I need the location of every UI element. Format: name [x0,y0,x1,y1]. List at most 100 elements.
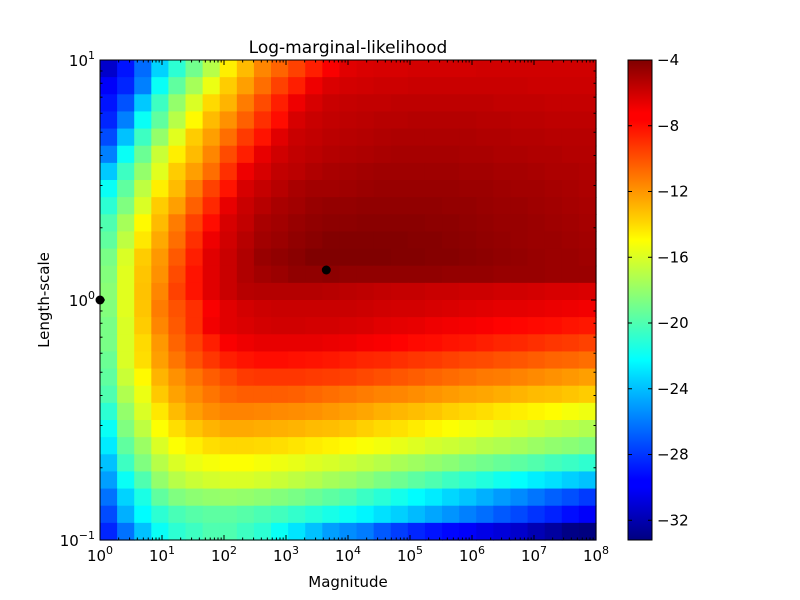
heatmap-cell [561,471,580,490]
heatmap-cell [373,145,392,164]
heatmap-cell [236,128,255,147]
heatmap-cell [424,248,443,267]
heatmap-cell [117,385,135,404]
heatmap-cell [527,197,546,215]
heatmap-cell [202,248,221,267]
heatmap-cell [442,471,460,490]
heatmap-cell [442,300,460,318]
heatmap-cell [527,265,546,284]
heatmap-cell [510,437,529,455]
heatmap-cell [544,197,563,215]
heatmap-cell [134,505,152,524]
heatmap-cell [493,162,512,181]
heatmap-cell [151,248,170,267]
heatmap-cell [100,180,118,198]
heatmap-cell [544,402,563,421]
heatmap-cell [510,505,529,524]
heatmap-cell [476,180,494,198]
heatmap-cell [356,265,375,284]
heatmap-cell [544,94,563,113]
heatmap-cell [424,522,443,541]
heatmap-cell [322,300,341,318]
heatmap-cell [253,522,272,541]
heatmap-cell [544,300,563,318]
heatmap-cell [253,145,272,164]
heatmap-cell [424,214,443,233]
heatmap-cell [151,402,170,421]
heatmap-cell [305,77,323,95]
heatmap-cell [236,60,255,78]
heatmap-cell [271,317,289,335]
heatmap-cell [390,214,409,233]
heatmap-cell [185,351,204,370]
heatmap-cell [322,334,341,353]
x-tick-label: 105 [397,544,423,565]
heatmap-cell [100,317,118,335]
heatmap-cell [459,60,477,78]
heatmap-cell [185,94,204,113]
heatmap-cell [322,471,341,490]
heatmap-cell [236,77,255,95]
heatmap-cell [356,162,375,181]
heatmap-cell [476,60,494,78]
heatmap-cell [510,317,529,335]
heatmap-cell [202,111,221,130]
heatmap-cell [219,420,238,438]
heatmap-cell [459,437,477,455]
heatmap-cell [476,402,494,421]
heatmap-cell [219,300,238,318]
heatmap-cell [373,488,392,507]
heatmap-cell [459,471,477,490]
heatmap-cell [202,60,221,78]
heatmap-cell [322,454,341,473]
heatmap-cell [356,231,375,250]
heatmap-cell [339,128,358,147]
heatmap-cell [544,420,563,438]
heatmap-cell [390,248,409,267]
heatmap-cell [151,265,170,284]
heatmap-cell [442,145,460,164]
x-tick-label: 106 [459,544,485,565]
heatmap-cell [390,265,409,284]
heatmap-cell [151,128,170,147]
heatmap-cell [390,231,409,250]
heatmap-cell [527,368,546,387]
heatmap-cell [305,145,323,164]
heatmap-cell [476,248,494,267]
heatmap-cell [390,180,409,198]
heatmap-cell [219,317,238,335]
heatmap-cell [459,94,477,113]
heatmap-cell [151,334,170,353]
heatmap-cell [356,111,375,130]
heatmap-cell [390,368,409,387]
heatmap-cell [168,162,187,181]
heatmap-cell [253,471,272,490]
heatmap-cell [442,488,460,507]
heatmap-cell [424,471,443,490]
heatmap-cell [407,420,426,438]
heatmap-cell [339,60,358,78]
heatmap-cell [202,214,221,233]
heatmap-cell [407,128,426,147]
heatmap-cell [476,351,494,370]
heatmap-cell [390,385,409,404]
heatmap-cell [305,317,323,335]
heatmap-cell [510,522,529,541]
heatmap-cell [561,488,580,507]
heatmap-cell [561,197,580,215]
heatmap-cell [151,420,170,438]
heatmap-cell [117,197,135,215]
heatmap-cell [288,334,306,353]
heatmap-cell [373,385,392,404]
heatmap-cell [219,145,238,164]
heatmap-cell [322,437,341,455]
heatmap-cell [168,128,187,147]
heatmap-cell [236,300,255,318]
heatmap-cell [305,505,323,524]
heatmap-cell [373,402,392,421]
heatmap-cell [339,437,358,455]
heatmap-cell [168,471,187,490]
heatmap-cell [356,454,375,473]
heatmap-cell [305,437,323,455]
heatmap-cell [476,488,494,507]
